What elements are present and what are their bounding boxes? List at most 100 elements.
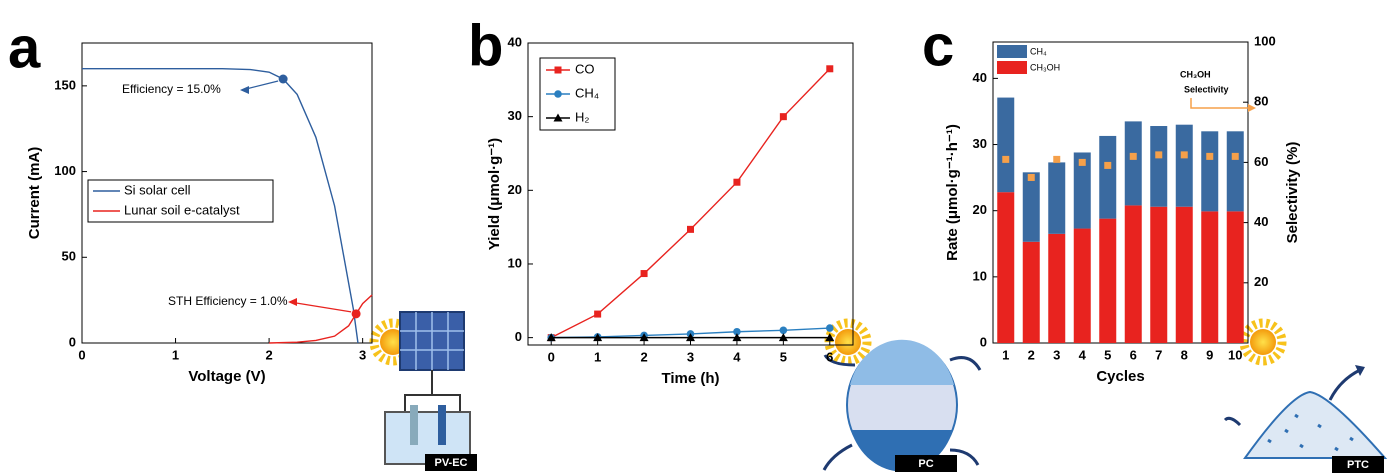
data-point xyxy=(779,326,788,335)
arrow-head xyxy=(240,86,249,94)
legend-label: CH₄ xyxy=(575,85,599,100)
legend-marker xyxy=(554,66,562,74)
bar-segment xyxy=(1175,206,1193,343)
panel-letter: b xyxy=(468,13,503,78)
data-point xyxy=(732,333,742,342)
series-line xyxy=(269,294,373,344)
legend-marker xyxy=(554,90,562,98)
data-point xyxy=(639,333,649,342)
y-tick-label: 30 xyxy=(973,136,987,151)
annotation-point xyxy=(278,74,288,84)
y-tick-label: 0 xyxy=(515,329,522,344)
y-tick-label: 0 xyxy=(69,334,76,349)
pc-icon xyxy=(822,323,982,472)
tag-box xyxy=(425,454,477,471)
panel-letter: c xyxy=(922,13,954,78)
bar-segment xyxy=(1150,126,1168,207)
legend-label: Si solar cell xyxy=(124,182,191,197)
annotation: STH Efficiency = 1.0% xyxy=(168,294,288,308)
y-axis-label: Yield (μmol·g⁻¹) xyxy=(486,138,503,250)
y-tick-label: 10 xyxy=(973,268,987,283)
x-tick-label: 2 xyxy=(1028,347,1035,362)
y2-tick-label: 80 xyxy=(1254,94,1268,109)
x-tick-label: 2 xyxy=(265,347,272,362)
y-tick-label: 20 xyxy=(973,202,987,217)
annotation: Efficiency = 15.0% xyxy=(122,82,221,96)
x-tick-label: 10 xyxy=(1228,347,1242,362)
x-tick-label: 6 xyxy=(1130,347,1137,362)
data-point xyxy=(686,333,695,342)
tag-box xyxy=(1332,456,1384,473)
y2-tick-label: 100 xyxy=(1254,33,1276,48)
y-tick-label: 100 xyxy=(54,163,76,178)
y-tick-label: 10 xyxy=(508,255,522,270)
icon-label: PV-EC xyxy=(434,457,467,469)
data-point xyxy=(594,310,602,318)
bar-segment xyxy=(1150,206,1168,343)
x-tick-label: 1 xyxy=(1002,347,1009,362)
x-tick-label: 1 xyxy=(594,349,601,364)
x-tick-label: 0 xyxy=(78,347,85,362)
plot-frame xyxy=(81,42,373,344)
bar-segment xyxy=(1124,121,1142,206)
x-tick-label: 2 xyxy=(640,349,647,364)
bar-segment xyxy=(1201,131,1219,212)
x-tick-label: 3 xyxy=(687,349,694,364)
y-axis-label: Current (mA) xyxy=(26,147,43,240)
x-axis-label: Time (h) xyxy=(661,370,719,387)
y2-tick-label: 20 xyxy=(1254,274,1268,289)
annotation: CH₃OH xyxy=(1180,69,1211,79)
selectivity-point xyxy=(1104,161,1112,169)
x-tick-label: 9 xyxy=(1206,347,1213,362)
legend-box xyxy=(87,179,274,223)
data-point xyxy=(733,327,741,336)
selectivity-point xyxy=(1027,173,1035,181)
data-point xyxy=(546,333,556,342)
selectivity-point xyxy=(1053,155,1061,163)
legend-swatch xyxy=(997,61,1027,74)
x-tick-label: 5 xyxy=(780,349,787,364)
data-point xyxy=(593,333,603,342)
x-axis-label: Voltage (V) xyxy=(188,368,265,385)
x-tick-label: 8 xyxy=(1181,347,1188,362)
data-point xyxy=(826,65,834,73)
tag-box xyxy=(895,455,957,472)
y2-tick-label: 40 xyxy=(1254,214,1268,229)
x-tick-label: 3 xyxy=(1053,347,1060,362)
bar-segment xyxy=(1226,131,1244,212)
selectivity-point xyxy=(1206,152,1214,160)
y-tick-label: 0 xyxy=(980,334,987,349)
bar-segment xyxy=(1099,218,1117,343)
panel-letter: a xyxy=(8,15,41,80)
data-point xyxy=(640,270,648,278)
annotation-arrow xyxy=(289,301,352,313)
legend-label: CH₄ xyxy=(1030,46,1047,56)
icon-label: PTC xyxy=(1347,459,1369,471)
selectivity-point xyxy=(1129,152,1137,160)
y-tick-label: 20 xyxy=(508,182,522,197)
y2-axis-label: Selectivity (%) xyxy=(1284,142,1301,244)
data-point xyxy=(779,113,787,121)
data-point xyxy=(733,178,741,186)
bar-segment xyxy=(997,97,1015,193)
bar-segment xyxy=(1073,228,1091,343)
bar-segment xyxy=(1099,135,1117,219)
ptc-icon xyxy=(1223,323,1388,459)
x-tick-label: 5 xyxy=(1104,347,1111,362)
legend-label: CH₃OH xyxy=(1030,62,1060,72)
bar-segment xyxy=(1073,152,1091,229)
x-tick-label: 4 xyxy=(1079,347,1087,362)
y-tick-label: 30 xyxy=(508,108,522,123)
bar-segment xyxy=(1022,241,1040,343)
bar-segment xyxy=(1124,205,1142,343)
legend-label: H₂ xyxy=(575,109,589,124)
selectivity-point xyxy=(1180,151,1188,159)
bar-segment xyxy=(1048,162,1066,234)
y-axis-label: Rate (μmol·g⁻¹·h⁻¹) xyxy=(944,124,961,261)
selectivity-point xyxy=(1231,152,1239,160)
x-tick-label: 0 xyxy=(548,349,555,364)
arrow-head xyxy=(1248,104,1256,112)
x-tick-label: 6 xyxy=(826,349,833,364)
selectivity-point xyxy=(1078,158,1086,166)
